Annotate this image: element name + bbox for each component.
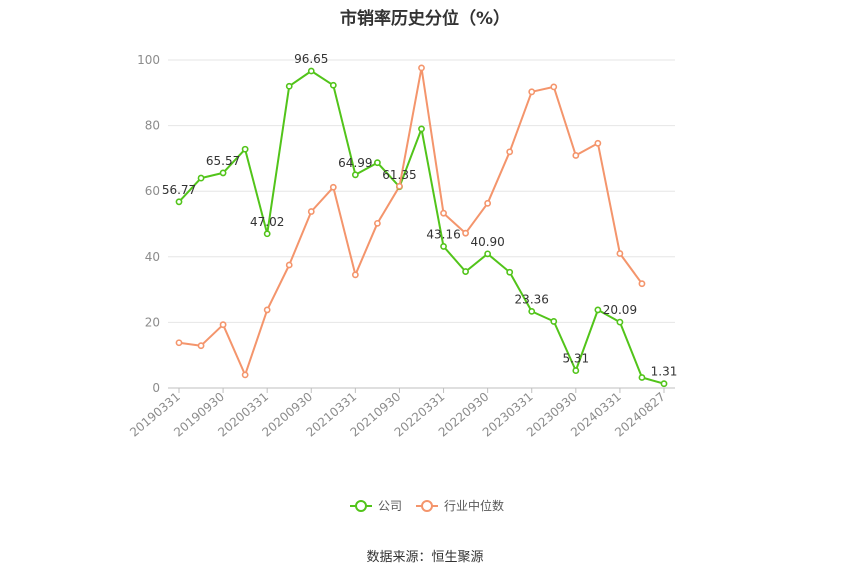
data-label: 23.36 [515, 292, 549, 306]
data-point [219, 169, 227, 177]
data-point [572, 367, 580, 374]
data-point [285, 261, 293, 269]
y-tick-label: 40 [145, 250, 160, 264]
data-point [506, 148, 514, 156]
data-point [440, 209, 447, 217]
y-tick-label: 60 [145, 184, 160, 198]
legend-label: 行业中位数 [444, 498, 504, 513]
chart-title: 市销率历史分位（%） [339, 9, 511, 29]
data-point [396, 182, 403, 190]
legend: 公司 行业中位数 [350, 498, 504, 513]
data-point [241, 145, 249, 153]
data-point [197, 342, 205, 350]
source-note: 数据来源：恒生聚源 [366, 550, 484, 565]
series-lines [175, 64, 668, 388]
data-point [374, 219, 381, 227]
data-point [219, 321, 227, 329]
data-label: 61.35 [382, 168, 416, 182]
y-tick-label: 0 [152, 381, 160, 395]
data-point [660, 380, 668, 388]
data-point [484, 199, 492, 207]
data-label: 56.77 [162, 183, 196, 197]
data-point [616, 250, 624, 257]
grid-lines [168, 59, 675, 323]
data-point [175, 339, 183, 347]
data-point [329, 81, 337, 89]
y-tick-label: 80 [145, 119, 160, 133]
data-point [418, 64, 425, 72]
data-label: 1.31 [651, 365, 678, 379]
data-point [285, 82, 293, 90]
data-point [594, 306, 602, 314]
data-label: 40.90 [470, 235, 504, 249]
data-point [484, 250, 492, 258]
legend-label: 公司 [378, 499, 402, 513]
data-labels: 56.77 65.57 47.02 96.65 64.99 61.35 43.16 40.90… [162, 52, 678, 379]
data-point [462, 229, 469, 237]
data-point [550, 83, 558, 91]
data-point [616, 318, 624, 326]
data-point [440, 243, 447, 250]
legend-marker [355, 500, 367, 512]
data-label: 64.99 [338, 156, 372, 170]
data-point [197, 174, 205, 182]
y-tick-label: 100 [137, 53, 160, 67]
data-point [351, 171, 359, 179]
data-point [351, 271, 359, 279]
data-label: 47.02 [250, 215, 284, 229]
data-point [329, 183, 337, 191]
data-point [263, 306, 271, 314]
data-point [638, 374, 646, 381]
data-point [528, 88, 536, 96]
legend-marker [421, 500, 433, 512]
data-label: 96.65 [294, 52, 328, 66]
data-point [241, 371, 249, 379]
data-point [462, 268, 469, 275]
data-label: 65.57 [206, 154, 240, 168]
data-point [594, 139, 602, 147]
data-point [263, 230, 271, 238]
data-point [528, 307, 536, 315]
data-label: 5.31 [562, 352, 589, 366]
data-point [506, 268, 514, 276]
series-line-1 [178, 66, 643, 376]
data-point [418, 125, 425, 133]
axes: 0204060801002019033120190930202003312020… [127, 53, 675, 440]
data-point [550, 318, 558, 325]
data-point [638, 280, 646, 288]
data-label: 43.16 [426, 227, 460, 241]
data-point [374, 159, 381, 167]
y-tick-label: 20 [145, 315, 160, 329]
data-point [572, 152, 580, 159]
data-point [175, 198, 183, 206]
data-point [307, 208, 315, 215]
data-label: 20.09 [603, 303, 637, 317]
data-point [307, 67, 315, 75]
